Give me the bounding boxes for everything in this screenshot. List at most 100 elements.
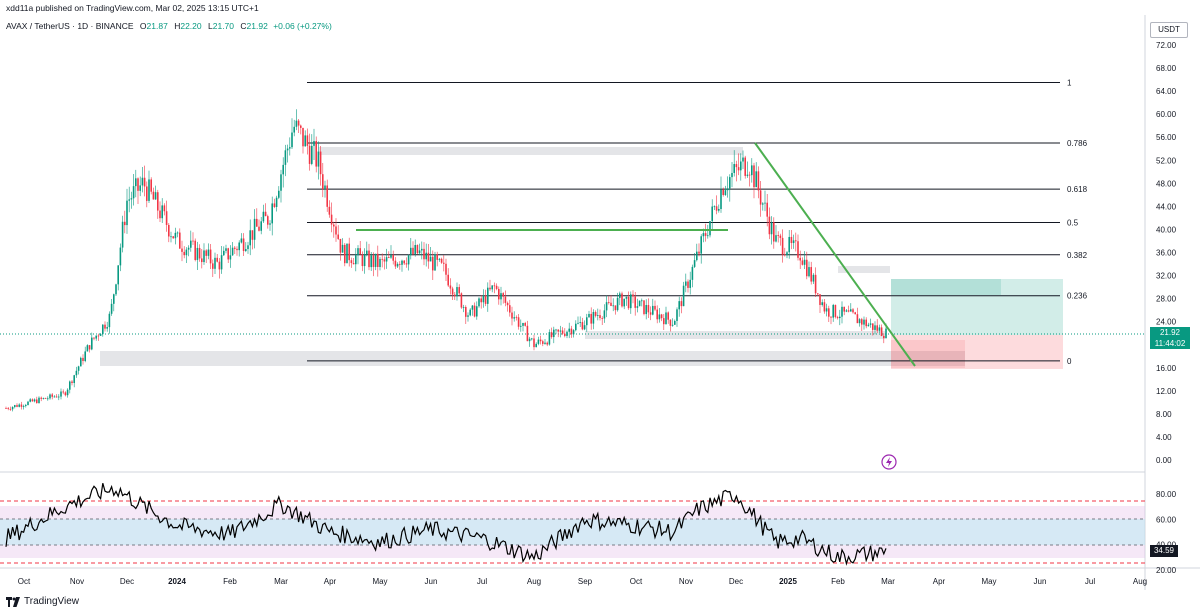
candle-body — [632, 294, 634, 297]
price-axis[interactable]: 72.00 68.00 64.00 60.00 56.00 52.00 48.00 44.00… — [1156, 41, 1177, 465]
candle-body — [570, 328, 573, 335]
candle-body — [491, 285, 493, 290]
candle-body — [473, 305, 476, 317]
candle-body — [795, 240, 797, 242]
candle-body — [663, 318, 665, 325]
candle-body — [845, 310, 848, 312]
descending-trend-line[interactable] — [754, 142, 916, 367]
candle-body — [614, 305, 617, 311]
candle-body — [168, 224, 170, 237]
candle-body — [790, 236, 793, 244]
candle-body — [759, 190, 762, 205]
candle-body — [9, 408, 12, 410]
candle-body — [214, 257, 216, 269]
candle-body — [781, 237, 784, 255]
candle-body — [814, 274, 817, 294]
candle-body — [51, 394, 53, 397]
candle-body — [337, 234, 339, 239]
candle-body — [84, 351, 86, 362]
change-value: +0.06 (+0.27%) — [273, 21, 332, 31]
candle-body — [682, 285, 685, 307]
candle-body — [335, 226, 337, 235]
candle-body — [179, 232, 181, 249]
candle-body — [509, 305, 511, 313]
candle-body — [531, 338, 533, 340]
candle-body — [883, 336, 885, 339]
bar-countdown: 11:44:02 — [1154, 339, 1186, 348]
candle-body — [588, 313, 590, 318]
low-value: 21.70 — [212, 21, 235, 31]
candle-body — [388, 257, 390, 258]
candle-body — [700, 236, 702, 254]
candle-body — [861, 319, 863, 325]
candle-body — [304, 135, 306, 147]
candle-body — [608, 302, 610, 303]
candle-body — [590, 313, 592, 324]
candle-body — [638, 300, 641, 307]
candle-body — [786, 252, 788, 256]
symbol-name[interactable]: AVAX / TetherUS · 1D · BINANCE — [6, 21, 134, 31]
candle-body — [412, 247, 414, 255]
candle-body — [687, 281, 689, 288]
candle-body — [799, 257, 801, 261]
candle-body — [423, 248, 425, 260]
candle-body — [152, 191, 155, 200]
candle-body — [370, 255, 372, 268]
candle-body — [619, 293, 621, 298]
candle-body — [647, 305, 650, 313]
candle-body — [58, 396, 60, 398]
candle-body — [808, 267, 810, 277]
candle-body — [436, 254, 438, 260]
candle-body — [212, 263, 214, 269]
candle-body — [432, 256, 434, 271]
candle-body — [520, 325, 522, 327]
lightning-alert-icon[interactable] — [881, 454, 897, 470]
time-tick-label: Oct — [630, 577, 643, 586]
current-price-tag: 21.92 11:44:02 — [1150, 327, 1190, 349]
time-tick-label: Oct — [18, 577, 31, 586]
candle-body — [460, 293, 463, 308]
candle-body — [344, 244, 346, 264]
candle-body — [775, 235, 777, 242]
candle-body — [260, 221, 262, 231]
time-tick-label: Apr — [324, 577, 337, 586]
candle-body — [726, 188, 729, 191]
position-stop-zone[interactable] — [891, 335, 1063, 369]
candle-body — [119, 247, 122, 266]
currency-unit-button[interactable]: USDT — [1150, 22, 1188, 38]
candle-body — [636, 306, 639, 308]
time-tick-label: Aug — [527, 577, 541, 586]
candle-body — [135, 178, 137, 187]
candle-body — [289, 147, 291, 149]
candle-body — [718, 209, 720, 211]
candle-body — [731, 172, 733, 178]
price-tick-label: 24.00 — [1156, 318, 1177, 327]
candle-body — [427, 252, 430, 262]
candle-body — [830, 316, 832, 318]
candle-body — [872, 323, 874, 330]
candle-body — [209, 249, 212, 264]
time-axis[interactable]: Oct Nov Dec 2024 Feb Mar Apr May Jun Jul Aug Sep Oct… — [18, 577, 1147, 586]
candle-body — [256, 218, 258, 227]
candle-body — [863, 319, 865, 325]
candle-body — [817, 293, 819, 295]
candle-body — [480, 298, 482, 303]
candle-body — [163, 205, 166, 212]
candle-body — [788, 236, 790, 253]
candle-body — [478, 298, 480, 307]
price-tick-label: 8.00 — [1156, 410, 1172, 419]
candle-body — [154, 192, 157, 200]
candle-body — [572, 330, 575, 335]
time-tick-label: Aug — [1133, 577, 1147, 586]
time-tick-label: 2024 — [168, 577, 186, 586]
candle-body — [575, 323, 577, 331]
candle-body — [770, 222, 773, 235]
candle-body — [348, 243, 350, 261]
position-target-zone[interactable] — [891, 279, 1063, 335]
candle-body — [744, 157, 746, 176]
candle-body — [108, 313, 111, 328]
candle-body — [121, 221, 124, 248]
candle-body — [454, 294, 456, 297]
candle-body — [839, 316, 841, 319]
